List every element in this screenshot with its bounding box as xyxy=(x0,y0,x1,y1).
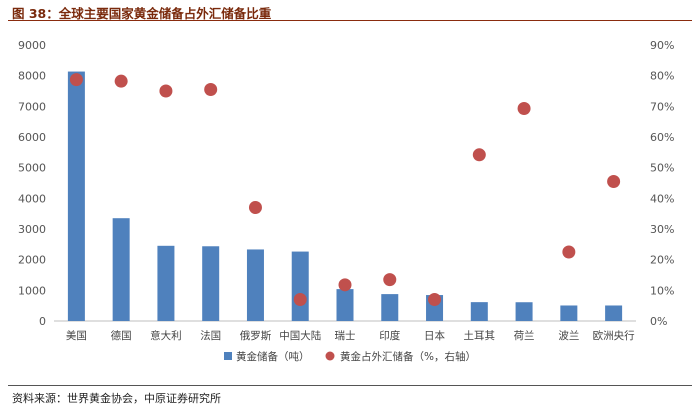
category-label: 美国 xyxy=(66,329,87,342)
left-tick-label: 7000 xyxy=(18,100,46,113)
right-tick-label: 50% xyxy=(650,162,674,175)
legend-dot-label: 黄金占外汇储备（%，右轴） xyxy=(340,350,476,363)
category-label: 中国大陆 xyxy=(279,329,321,342)
bar-4 xyxy=(202,246,220,321)
bar-13 xyxy=(605,305,623,321)
dot-3 xyxy=(159,84,173,98)
legend-bar-label: 黄金储备（吨） xyxy=(236,350,310,363)
left-tick-label: 1000 xyxy=(18,284,46,297)
bar-2 xyxy=(112,218,130,321)
right-tick-label: 80% xyxy=(650,70,674,83)
source-note: 资料来源：世界黄金协会，中原证券研究所 xyxy=(12,392,221,405)
right-tick-label: 20% xyxy=(650,254,674,267)
category-label: 荷兰 xyxy=(514,329,535,342)
left-axis-ticks: 0 1000 2000 3000 4000 5000 6000 7000 8000 9000 xyxy=(18,39,46,328)
right-tick-label: 70% xyxy=(650,100,674,113)
category-label: 意大利 xyxy=(150,329,182,342)
legend-bar-swatch xyxy=(224,352,232,360)
gold-reserve-chart: 0 1000 2000 3000 4000 5000 6000 7000 8000 9000 0%… xyxy=(18,39,674,363)
right-tick-label: 30% xyxy=(650,223,674,236)
dot-12 xyxy=(562,245,576,259)
dot-2 xyxy=(114,74,128,88)
figure-title: 图 38：全球主要国家黄金储备占外汇储备比重 xyxy=(12,3,271,22)
dot-5 xyxy=(248,201,262,215)
legend-dot-swatch xyxy=(325,351,335,361)
category-labels: 美国 德国 意大利 法国 俄罗斯 中国大陆 瑞士 印度 日本 土耳其 荷兰 波兰 欧洲央行 xyxy=(66,329,635,342)
dot-4 xyxy=(204,82,218,96)
category-label: 印度 xyxy=(379,329,400,342)
right-tick-label: 10% xyxy=(650,284,674,297)
right-tick-label: 90% xyxy=(650,39,674,52)
left-tick-label: 0 xyxy=(39,315,46,328)
bar-11 xyxy=(515,302,533,321)
category-label: 日本 xyxy=(424,329,445,342)
figure-label: 图 38： xyxy=(12,6,59,21)
chart-legend: 黄金储备（吨） 黄金占外汇储备（%，右轴） xyxy=(224,350,476,363)
left-tick-label: 8000 xyxy=(18,70,46,83)
left-tick-label: 6000 xyxy=(18,131,46,144)
category-label: 法国 xyxy=(200,329,221,342)
right-tick-label: 0% xyxy=(650,315,667,328)
dot-13 xyxy=(607,174,621,188)
left-tick-label: 3000 xyxy=(18,223,46,236)
right-axis-ticks: 0% 10% 20% 30% 40% 50% 60% 70% 80% 90% xyxy=(650,39,674,328)
dot-8 xyxy=(383,273,397,287)
right-tick-label: 40% xyxy=(650,192,674,205)
figure-title-bar: 图 38：全球主要国家黄金储备占外汇储备比重 xyxy=(8,0,692,22)
category-label: 波兰 xyxy=(558,329,579,342)
category-label: 瑞士 xyxy=(335,329,356,342)
category-label: 德国 xyxy=(111,329,132,342)
bar-8 xyxy=(381,294,399,321)
category-label: 欧洲央行 xyxy=(593,329,635,342)
bar-7 xyxy=(336,289,354,321)
left-tick-label: 4000 xyxy=(18,192,46,205)
dot-10 xyxy=(472,148,486,162)
scatter-series xyxy=(69,73,621,307)
bar-6 xyxy=(291,251,309,321)
left-tick-label: 9000 xyxy=(18,39,46,52)
bar-1 xyxy=(67,71,85,321)
left-tick-label: 5000 xyxy=(18,162,46,175)
category-label: 俄罗斯 xyxy=(240,329,272,342)
left-tick-label: 2000 xyxy=(18,254,46,267)
dot-7 xyxy=(338,278,352,292)
source-divider xyxy=(8,385,692,386)
right-tick-label: 60% xyxy=(650,131,674,144)
dot-1 xyxy=(69,73,83,87)
figure-title-text: 全球主要国家黄金储备占外汇储备比重 xyxy=(58,6,272,21)
category-label: 土耳其 xyxy=(464,329,496,342)
bar-10 xyxy=(470,302,488,321)
bar-5 xyxy=(246,249,264,321)
bar-3 xyxy=(157,245,175,321)
dot-9 xyxy=(428,293,442,307)
dot-11 xyxy=(517,101,531,115)
dot-6 xyxy=(293,293,307,307)
title-divider xyxy=(8,20,692,21)
bar-12 xyxy=(560,305,578,321)
